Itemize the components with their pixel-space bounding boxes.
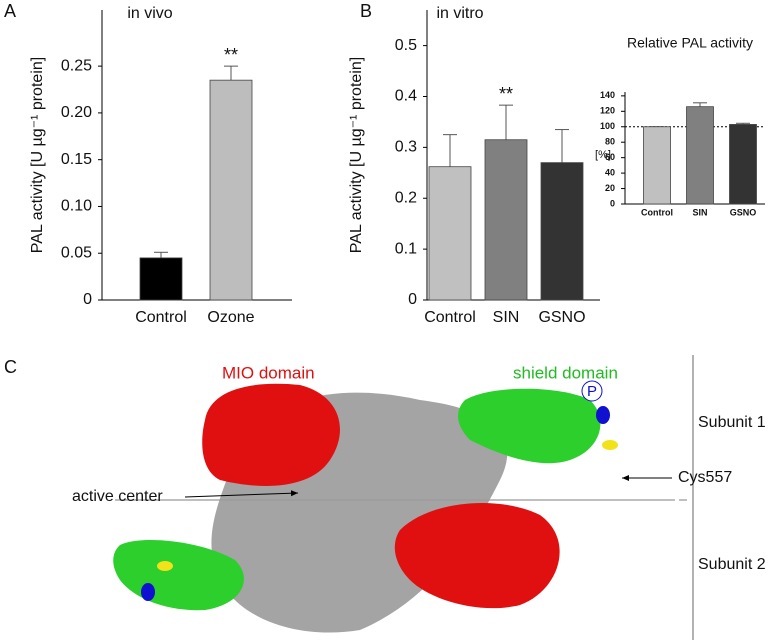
mio-domain-1: [202, 383, 340, 486]
y-tick-label: 0: [610, 198, 615, 208]
y-tick-label: 20: [605, 183, 615, 193]
mio-label: MIO domain: [222, 363, 315, 382]
x-tick-label: GSNO: [730, 207, 757, 217]
y-tick-label: 0: [408, 291, 417, 308]
y-tick-label: 140: [600, 90, 615, 100]
y-axis-label: [%]: [595, 149, 611, 161]
y-tick-label: 60: [605, 152, 615, 162]
y-tick-label: 0.15: [61, 151, 92, 168]
bar: [540, 162, 584, 301]
panel-label: A: [4, 1, 16, 21]
cys-site-1: [602, 440, 618, 450]
y-tick-label: 0.5: [395, 37, 417, 54]
x-tick-label: Control: [424, 309, 476, 326]
bar: [428, 166, 472, 301]
bar: [686, 106, 714, 205]
x-tick-label: Control: [135, 309, 187, 326]
cys-label: Cys557: [678, 469, 732, 486]
phospho-label: P: [587, 383, 597, 400]
phospho-badge: [581, 380, 603, 402]
y-tick-label: 0.20: [61, 104, 92, 121]
panel-label: B: [360, 1, 372, 21]
x-tick-label: Control: [641, 207, 673, 217]
active-center-arrow: [184, 490, 299, 498]
phospho-site-1: [596, 406, 610, 424]
y-axis-label: PAL activity [U µg⁻¹ protein]: [348, 57, 365, 253]
chart-title: in vitro: [436, 5, 483, 22]
bar: [209, 79, 253, 301]
x-tick-label: SIN: [692, 207, 707, 217]
y-tick-label: 0.4: [395, 88, 417, 105]
y-tick-label: 80: [605, 137, 615, 147]
bar: [729, 124, 757, 205]
panel-label: C: [4, 357, 17, 377]
y-tick-label: 0.25: [61, 57, 92, 74]
y-tick-label: 0.2: [395, 189, 417, 206]
bar: [484, 139, 528, 301]
mio-domain-2: [394, 503, 560, 609]
active-center-label: active center: [72, 488, 163, 505]
y-tick-label: 120: [600, 106, 615, 116]
phospho-site-2: [141, 583, 155, 601]
shield-domain-1: [458, 388, 601, 464]
y-tick-label: 0.3: [395, 139, 417, 156]
protein-diagram: C MIO domain shield domain P Subunit 1 S…: [4, 355, 766, 640]
bar: [643, 126, 671, 205]
y-tick-label: 0: [83, 291, 92, 308]
y-tick-label: 0.1: [395, 240, 417, 257]
y-tick-label: 100: [600, 121, 615, 131]
y-tick-label: 40: [605, 167, 615, 177]
shield-label: shield domain: [513, 363, 618, 382]
cys-site-2: [157, 561, 173, 571]
y-tick-label: 0.10: [61, 198, 92, 215]
y-tick-label: 0.05: [61, 244, 92, 261]
y-axis-label: PAL activity [U µg⁻¹ protein]: [29, 57, 46, 253]
subunit2-label: Subunit 2: [698, 556, 766, 573]
chart-title: in vivo: [127, 5, 172, 22]
chart-title: Relative PAL activity: [627, 35, 753, 51]
bar: [139, 257, 183, 301]
significance-label: **: [224, 45, 238, 65]
significance-label: **: [499, 84, 513, 104]
subunit1-label: Subunit 1: [698, 414, 766, 431]
x-tick-label: Ozone: [207, 309, 254, 326]
x-tick-label: SIN: [493, 309, 520, 326]
x-tick-label: GSNO: [538, 309, 585, 326]
